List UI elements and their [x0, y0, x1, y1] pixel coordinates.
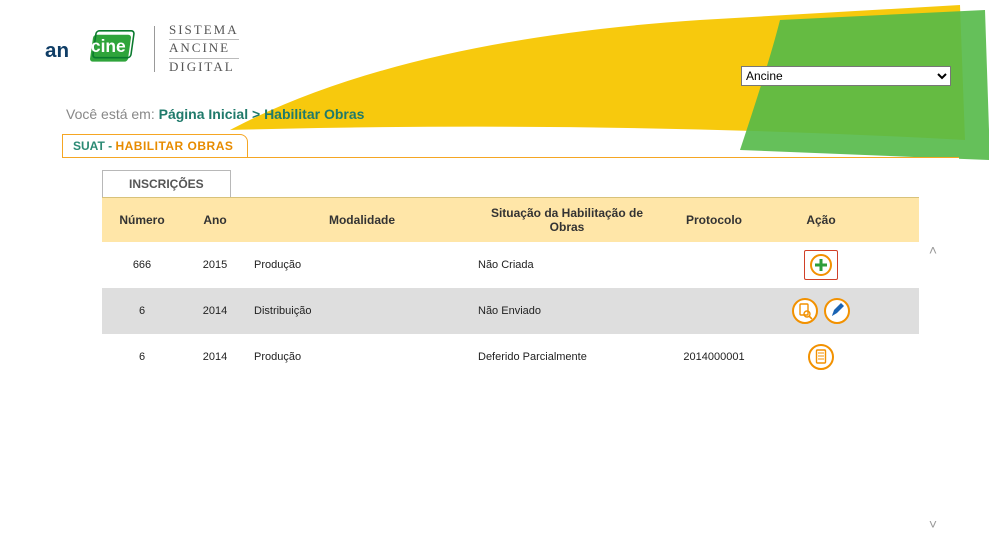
- system-line: DIGITAL: [169, 59, 239, 76]
- scroll-down-icon: ˅: [929, 516, 937, 532]
- logo-divider: [154, 26, 155, 72]
- breadcrumb-label: Você está em:: [66, 106, 155, 122]
- cell-protocolo: [662, 288, 766, 334]
- col-acao: Ação: [766, 198, 876, 242]
- cell-modalidade: Produção: [248, 334, 472, 380]
- document-search-icon: [792, 298, 818, 324]
- cell-acao: [766, 242, 876, 288]
- logo-block: an cine SISTEMA ANCINE DIGITAL: [45, 22, 239, 76]
- cell-modalidade: Produção: [248, 242, 472, 288]
- cell-ano: 2014: [182, 288, 248, 334]
- table-row: 666 2015 Produção Não Criada: [102, 242, 919, 288]
- breadcrumb-sep: >: [252, 106, 260, 122]
- table-row: 6 2014 Distribuição Não Enviado: [102, 288, 919, 334]
- edit-button[interactable]: [824, 298, 850, 324]
- add-button[interactable]: [804, 250, 838, 280]
- title-prefix: SUAT -: [73, 139, 112, 153]
- view-button[interactable]: [792, 298, 818, 324]
- cell-ano: 2014: [182, 334, 248, 380]
- col-situacao: Situação da Habilitação de Obras: [472, 198, 662, 242]
- org-select[interactable]: Ancine: [741, 66, 951, 86]
- cell-acao: [766, 288, 876, 334]
- subtab-row: INSCRIÇÕES: [62, 158, 959, 197]
- cell-numero: 6: [102, 288, 182, 334]
- table-header: Número Ano Modalidade Situação da Habili…: [102, 198, 919, 242]
- system-line: ANCINE: [169, 40, 239, 58]
- page-title-tab: SUAT - HABILITAR OBRAS: [62, 134, 248, 157]
- cell-situacao: Deferido Parcialmente: [472, 334, 662, 380]
- main-panel: INSCRIÇÕES Número Ano Modalidade Situaçã…: [62, 157, 959, 537]
- col-protocolo: Protocolo: [662, 198, 766, 242]
- cell-modalidade: Distribuição: [248, 288, 472, 334]
- col-numero: Número: [102, 198, 182, 242]
- svg-text:an: an: [45, 39, 69, 62]
- tab-inscricoes[interactable]: INSCRIÇÕES: [102, 170, 231, 197]
- document-icon: [808, 344, 834, 370]
- col-ano: Ano: [182, 198, 248, 242]
- system-name: SISTEMA ANCINE DIGITAL: [169, 22, 239, 76]
- page-title-tab-wrap: SUAT - HABILITAR OBRAS: [62, 134, 989, 157]
- breadcrumb: Você está em: Página Inicial > Habilitar…: [0, 90, 989, 128]
- cell-situacao: Não Enviado: [472, 288, 662, 334]
- system-line: SISTEMA: [169, 22, 239, 40]
- table-row: 6 2014 Produção Deferido Parcialmente 20…: [102, 334, 919, 380]
- pencil-icon: [824, 298, 850, 324]
- cell-numero: 6: [102, 334, 182, 380]
- cell-ano: 2015: [182, 242, 248, 288]
- cell-acao: [766, 334, 876, 380]
- view-button[interactable]: [808, 344, 834, 370]
- title-main: HABILITAR OBRAS: [115, 139, 233, 153]
- cell-protocolo: 2014000001: [662, 334, 766, 380]
- ancine-logo: an cine: [45, 24, 140, 74]
- breadcrumb-current-link[interactable]: Habilitar Obras: [264, 106, 364, 122]
- cell-numero: 666: [102, 242, 182, 288]
- cell-protocolo: [662, 242, 766, 288]
- svg-text:cine: cine: [91, 36, 126, 56]
- cell-situacao: Não Criada: [472, 242, 662, 288]
- tab-label: INSCRIÇÕES: [129, 177, 204, 191]
- scroll-up-icon: ˄: [929, 242, 937, 258]
- inscricoes-table: Número Ano Modalidade Situação da Habili…: [102, 197, 919, 380]
- table-body: 666 2015 Produção Não Criada: [102, 242, 919, 380]
- plus-icon: [810, 254, 832, 276]
- scrollbar[interactable]: ˄ ˅: [925, 242, 941, 532]
- col-modalidade: Modalidade: [248, 198, 472, 242]
- breadcrumb-home-link[interactable]: Página Inicial: [159, 106, 248, 122]
